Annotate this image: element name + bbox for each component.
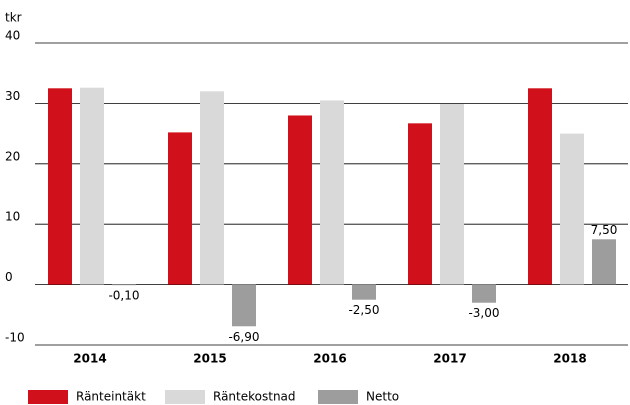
value-label: -3,00 [468, 306, 499, 320]
legend-swatch [318, 390, 358, 404]
bar [168, 132, 192, 285]
legend-label: Netto [366, 390, 399, 404]
value-label: 7,50 [591, 223, 618, 237]
bar [408, 123, 432, 285]
bar [528, 88, 552, 285]
y-axis-label: tkr [5, 11, 22, 25]
y-tick-label: -10 [5, 331, 25, 345]
value-label: -0,10 [108, 289, 139, 303]
x-tick-label: 2018 [553, 352, 586, 366]
bar [440, 104, 464, 285]
y-tick-label: 40 [5, 29, 20, 43]
legend-label: Räntekostnad [213, 390, 296, 404]
bar [592, 239, 616, 285]
bar [352, 284, 376, 300]
legend-label: Ränteintäkt [76, 390, 146, 404]
legend-swatch [165, 390, 205, 404]
bar [560, 133, 584, 285]
bar [288, 115, 312, 285]
bar [472, 284, 496, 303]
y-tick-label: 20 [5, 149, 20, 163]
value-label: -6,90 [228, 330, 259, 344]
bar [200, 91, 224, 285]
x-tick-label: 2016 [313, 352, 346, 366]
bar [112, 284, 136, 286]
bar [48, 88, 72, 285]
x-tick-label: 2015 [193, 352, 226, 366]
y-tick-label: 10 [5, 210, 20, 224]
bar [320, 100, 344, 285]
legend-swatch [28, 390, 68, 404]
x-tick-label: 2014 [73, 352, 106, 366]
bar [80, 87, 104, 285]
bar [232, 284, 256, 327]
x-tick-label: 2017 [433, 352, 466, 366]
y-tick-label: 30 [5, 89, 20, 103]
value-label: -2,50 [348, 303, 379, 317]
y-tick-label: 0 [5, 270, 13, 284]
